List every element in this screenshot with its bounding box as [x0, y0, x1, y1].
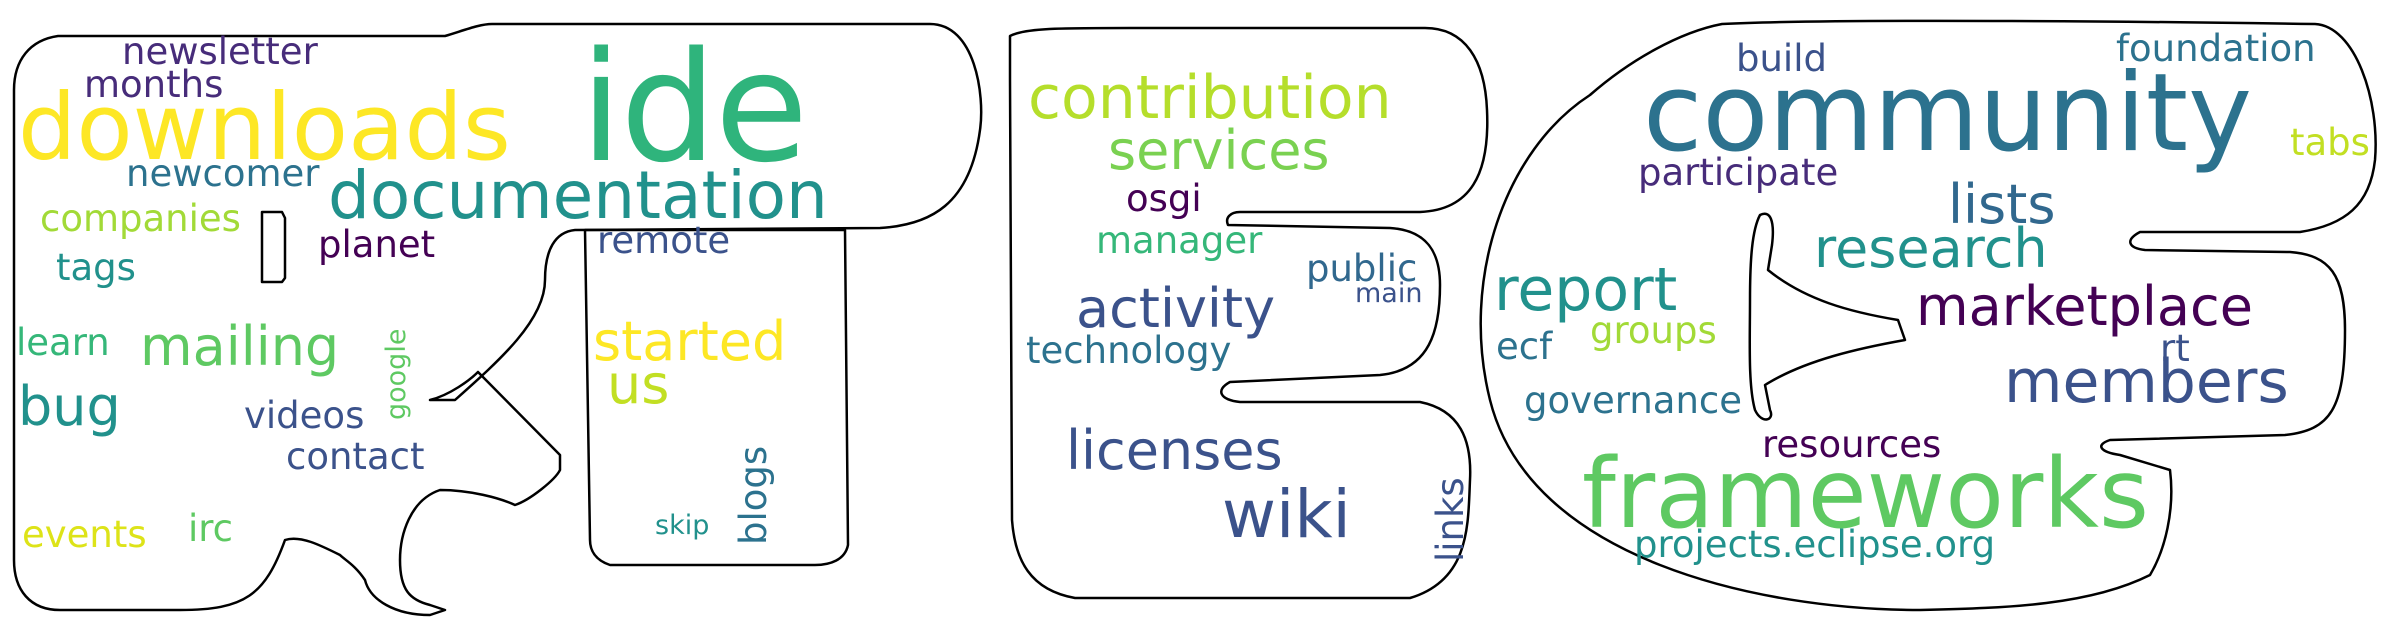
word-report: report [1494, 255, 1678, 325]
word-contact: contact [286, 435, 425, 478]
word-marketplace: marketplace [1916, 275, 2253, 338]
word-research: research [1814, 217, 2048, 280]
word-newcomer: newcomer [126, 152, 320, 195]
word-ecf: ecf [1496, 325, 1553, 368]
word-licenses: licenses [1066, 419, 1283, 482]
word-main: main [1355, 278, 1423, 309]
word-remote: remote [597, 219, 731, 262]
word-us: us [607, 353, 670, 416]
word-groups: groups [1590, 309, 1717, 352]
word-public: public [1306, 247, 1418, 290]
word-manager: manager [1096, 219, 1263, 262]
word-irc: irc [188, 507, 234, 550]
word-blogs: blogs [732, 445, 775, 545]
letter-e-outline [1008, 26, 1489, 600]
word-members: members [2004, 347, 2289, 417]
word-events: events [22, 513, 147, 556]
word-tabs: tabs [2290, 121, 2370, 164]
word-tags: tags [56, 246, 136, 289]
word-skip: skip [655, 510, 710, 541]
word-learn: learn [16, 321, 110, 364]
word-community: community [1643, 51, 2253, 176]
word-foundation: foundation [2116, 27, 2316, 70]
word-rt: rt [2160, 327, 2190, 370]
word-videos: videos [244, 394, 365, 437]
word-bug: bug [18, 375, 121, 438]
word-downloads: downloads [18, 74, 511, 181]
word-activity: activity [1076, 277, 1276, 340]
word-build: build [1736, 37, 1827, 80]
word-ide: ide [580, 19, 808, 196]
word-resources: resources [1762, 423, 1942, 466]
word-months: months [84, 63, 224, 106]
word-planet: planet [318, 223, 436, 266]
word-osgi: osgi [1126, 177, 1202, 220]
word-newsletter: newsletter [122, 30, 318, 73]
word-documentation: documentation [328, 157, 828, 234]
word-contribution: contribution [1028, 63, 1392, 133]
word-services: services [1108, 119, 1330, 182]
letter-r-outline [12, 22, 983, 617]
word-lists: lists [1948, 173, 2056, 236]
word-governance: governance [1524, 379, 1743, 422]
word-mailing: mailing [140, 315, 340, 378]
word-frameworks: frameworks [1582, 438, 2149, 550]
word-started: started [593, 310, 787, 373]
word-projects-eclipse-org: projects.eclipse.org [1634, 523, 1996, 566]
word-participate: participate [1638, 151, 1839, 194]
word-wiki: wiki [1222, 476, 1351, 553]
word-companies: companies [40, 197, 241, 240]
word-technology: technology [1026, 329, 1232, 372]
word-google: google [381, 328, 412, 420]
letter-c-outline [1479, 19, 2377, 612]
word-links: links [1429, 477, 1472, 562]
